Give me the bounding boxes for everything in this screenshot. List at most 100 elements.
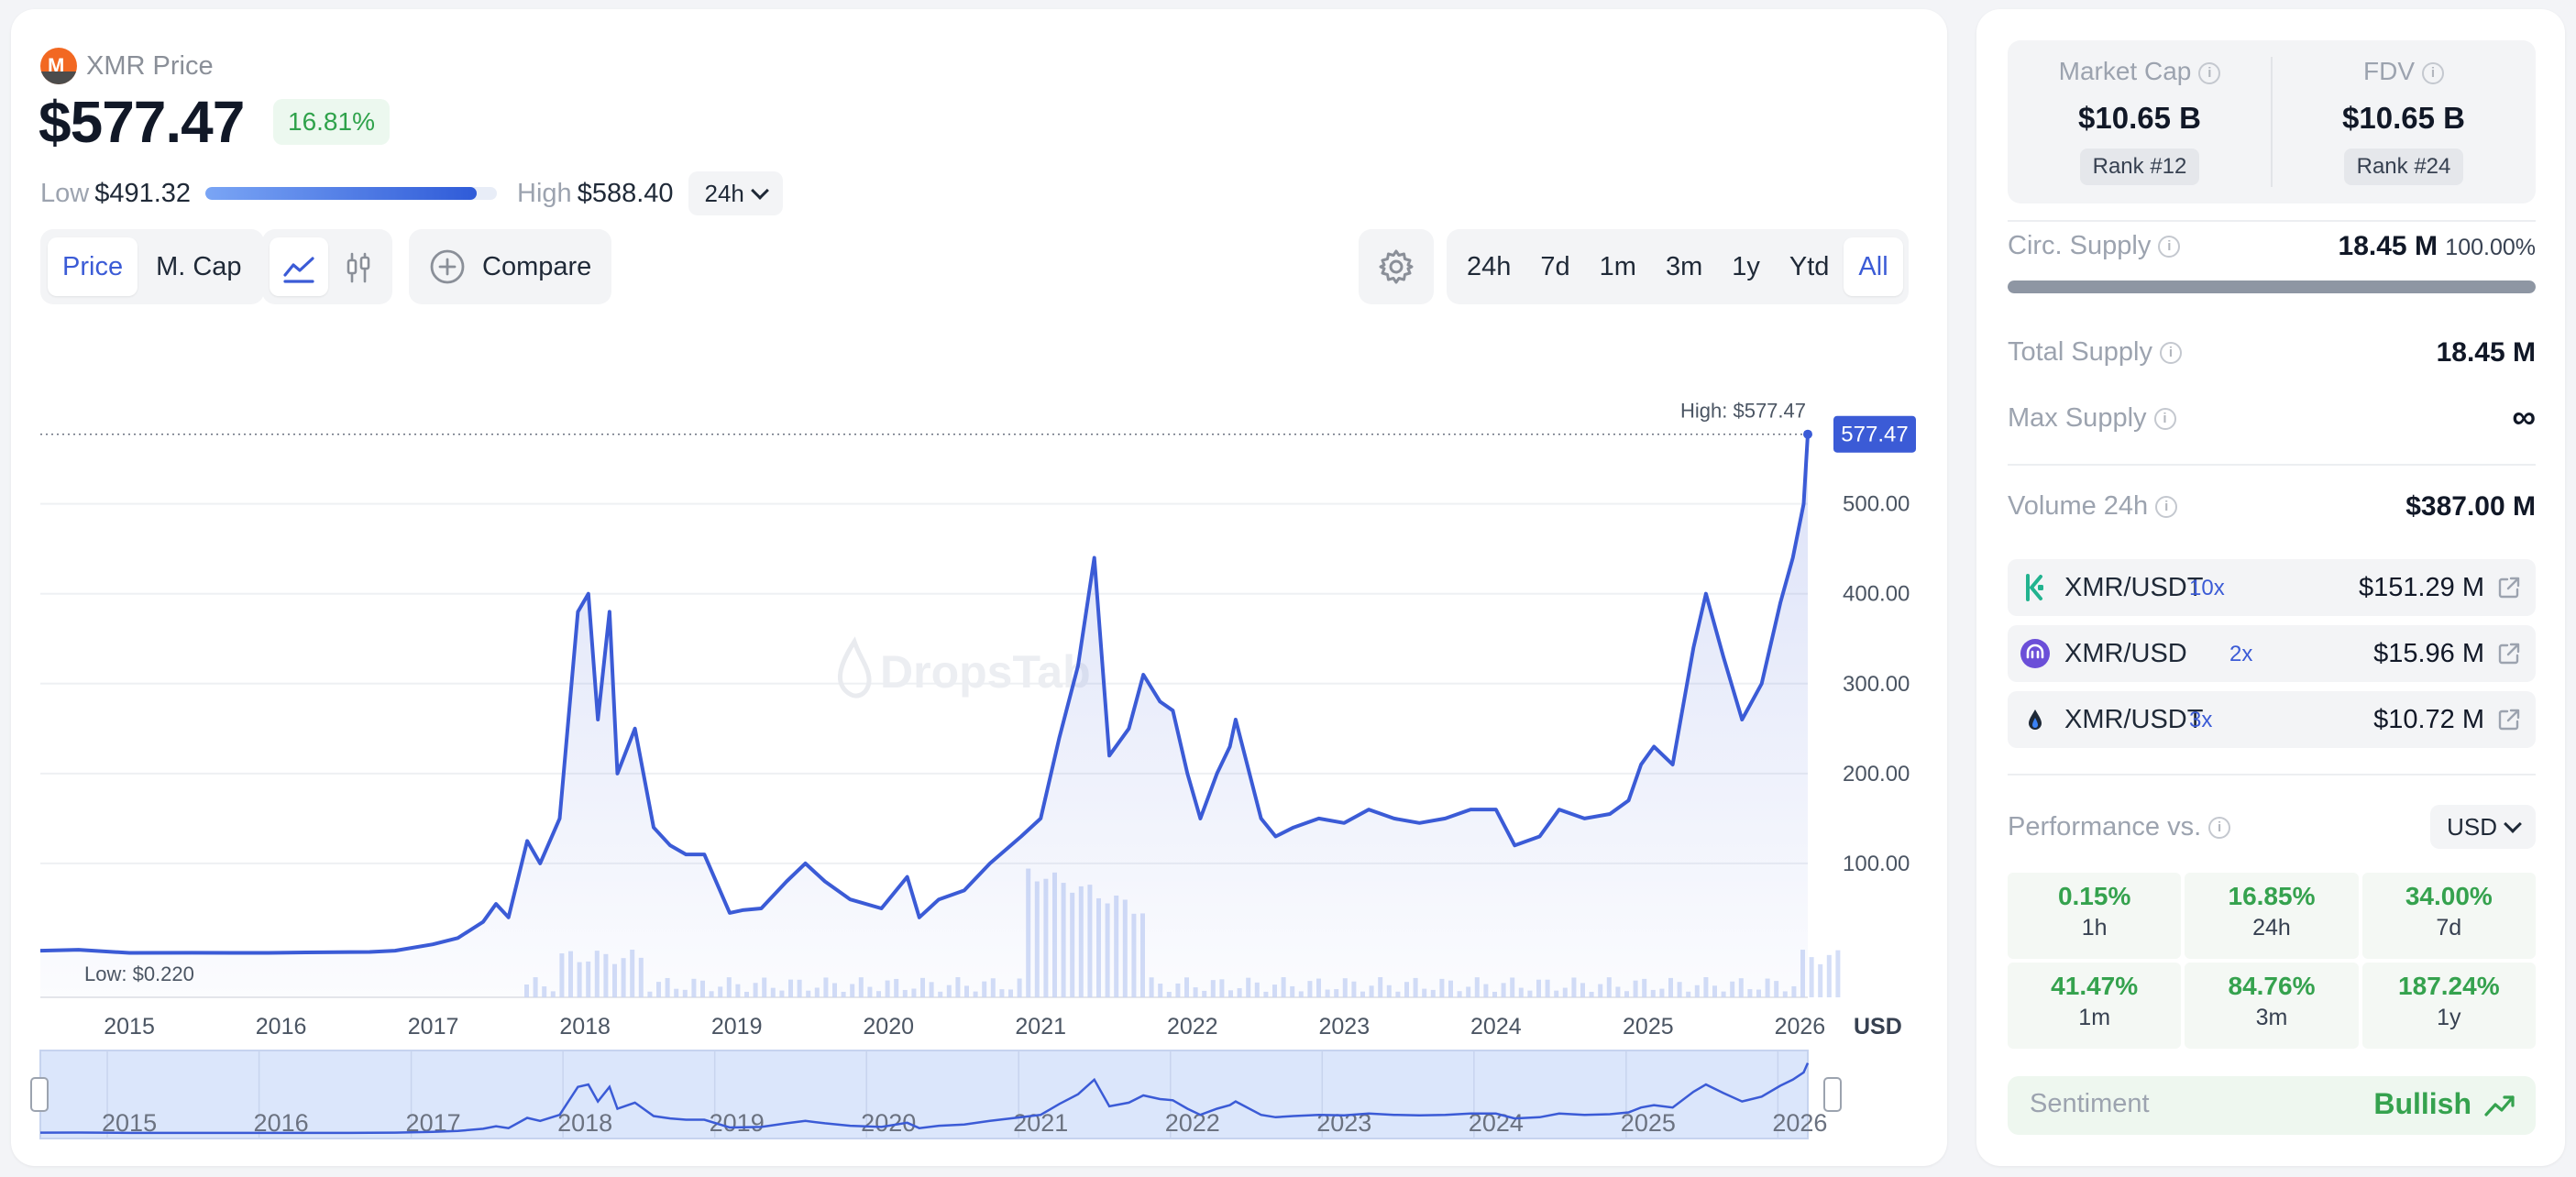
tab-range-7d[interactable]: 7d (1540, 252, 1570, 281)
divider (2008, 464, 2536, 466)
navigator-right-handle[interactable] (1823, 1077, 1842, 1112)
chart-style-toggle (262, 229, 392, 304)
tab-range-24h[interactable]: 24h (1467, 252, 1512, 281)
x-tick-label: 2022 (1167, 1014, 1218, 1040)
performance-period: 24h (2252, 915, 2291, 940)
performance-pct: 41.47% (2051, 972, 2139, 1000)
range-bar (205, 187, 498, 200)
performance-pct: 0.15% (2057, 882, 2131, 910)
chevron-down-icon (2504, 815, 2522, 833)
performance-currency-dropdown[interactable]: USD (2430, 805, 2536, 849)
performance-pct: 187.24% (2398, 972, 2500, 1000)
asset-title: M XMR Price (40, 44, 214, 88)
current-price-badge (1833, 415, 1916, 453)
range-period-value: 24h (704, 179, 744, 207)
trading-pair-row[interactable]: XMR/USDT 3x $10.72 M (2008, 691, 2536, 748)
circ-supply-label-row: Circ. Supply i (2008, 231, 2181, 261)
low-label: Low (40, 178, 90, 208)
x-tick-label: 2024 (1470, 1014, 1522, 1040)
sentiment-value: Bullish (2373, 1087, 2471, 1120)
info-icon[interactable]: i (2208, 817, 2231, 840)
price-range: Low $491.32 High $588.40 24h (40, 171, 783, 215)
tab-price[interactable]: Price (48, 237, 138, 296)
settings-button[interactable] (1359, 229, 1434, 304)
performance-pct: 34.00% (2405, 882, 2493, 910)
external-link-icon[interactable] (2497, 642, 2521, 666)
trend-up-icon (2484, 1095, 2515, 1116)
info-icon[interactable]: i (2160, 342, 2182, 365)
tab-range-3m[interactable]: 3m (1665, 252, 1703, 281)
info-icon[interactable]: i (2155, 496, 2178, 519)
circ-supply-label: Circ. Supply (2008, 231, 2152, 260)
performance-pct: 16.85% (2228, 882, 2316, 910)
volume-bar (1835, 950, 1841, 997)
external-link-icon[interactable] (2497, 576, 2521, 600)
tab-range-1y[interactable]: 1y (1732, 252, 1760, 281)
navigator-tick-label: 2022 (1165, 1109, 1220, 1137)
trading-pair-row[interactable]: XMR/USDT 10x $151.29 M (2008, 559, 2536, 616)
line-chart-icon (283, 257, 314, 283)
pair-leverage: 2x (2229, 642, 2253, 666)
max-supply-value: ∞ (2512, 398, 2536, 435)
range-period-dropdown[interactable]: 24h (688, 171, 783, 215)
range-bar-fill (205, 187, 477, 200)
volume-bar (1809, 957, 1814, 997)
price-change-badge: 16.81% (273, 99, 390, 145)
kraken-icon (2020, 639, 2050, 668)
circ-supply-bar (2008, 280, 2536, 293)
performance-cell: 187.24% 1y (2361, 962, 2536, 1049)
tab-range-all[interactable]: All (1844, 237, 1903, 296)
navigator-line (39, 1062, 1810, 1135)
info-icon[interactable]: i (2158, 236, 2181, 258)
divider (2008, 220, 2536, 222)
last-price-dot (1803, 429, 1812, 439)
gear-icon (1379, 249, 1414, 284)
pair-name: XMR/USDT (2064, 573, 2204, 602)
info-icon[interactable]: i (2198, 61, 2221, 84)
metric-tabs: Price M. Cap (40, 229, 264, 304)
monero-logo-icon: M (40, 48, 77, 84)
x-tick-label: 2017 (408, 1014, 459, 1040)
tab-range-ytd[interactable]: Ytd (1789, 252, 1830, 281)
info-icon[interactable]: i (2153, 408, 2176, 431)
market-cap-rank: Rank #12 (2079, 148, 2200, 185)
divider (2271, 57, 2273, 187)
candlestick-button[interactable] (332, 237, 385, 296)
asset-name: XMR Price (86, 50, 214, 81)
external-link-icon[interactable] (2497, 708, 2521, 732)
navigator-left-handle[interactable] (30, 1077, 49, 1112)
valuation-box: Market Cap i $10.65 B Rank #12 FDV i $10.6… (2008, 40, 2536, 204)
y-tick-label: 300.00 (1843, 672, 1910, 697)
navigator-window (39, 1050, 1809, 1139)
navigator-tick-label: 2026 (1772, 1109, 1827, 1137)
market-cap-value: $10.65 B (2078, 101, 2201, 135)
market-cap-block: Market Cap i $10.65 B Rank #12 (2008, 40, 2272, 204)
current-price-label: 577.47 (1841, 423, 1908, 447)
watermark-text: DropsTab (880, 646, 1091, 698)
high-value: $588.40 (577, 178, 674, 208)
circ-supply-value: 18.45 M (2338, 231, 2438, 261)
fdv-label: FDV (2363, 57, 2415, 85)
info-icon[interactable]: i (2422, 61, 2444, 84)
y-tick-label: 400.00 (1843, 582, 1910, 607)
total-supply-label-row: Total Supply i (2008, 337, 2182, 368)
trading-pair-row[interactable]: XMR/USD 2x $15.96 M (2008, 625, 2536, 682)
performance-period: 1m (2078, 1005, 2111, 1030)
price-chart-card: M XMR Price $577.47 16.81% Low $491.32 H… (11, 9, 1947, 1166)
circ-supply-values: 18.45 M 100.00% (2339, 231, 2536, 262)
navigator-tick-label: 2021 (1013, 1109, 1068, 1137)
line-chart-button[interactable] (270, 237, 328, 296)
price-area (40, 434, 1808, 997)
candlestick-icon (347, 253, 370, 283)
y-axis-unit: USD (1854, 1014, 1902, 1040)
performance-cell: 0.15% 1h (2008, 873, 2182, 959)
plus-circle-icon (430, 249, 465, 284)
tab-market-cap[interactable]: M. Cap (156, 252, 242, 281)
compare-button[interactable]: Compare (409, 229, 612, 304)
x-tick-label: 2018 (559, 1014, 611, 1040)
tab-range-1m[interactable]: 1m (1599, 252, 1636, 281)
time-range-tabs: 24h 7d 1m 3m 1y Ytd All (1447, 229, 1909, 304)
low-annotation: Low: $0.220 (84, 962, 194, 985)
y-tick-label: 100.00 (1843, 852, 1910, 876)
